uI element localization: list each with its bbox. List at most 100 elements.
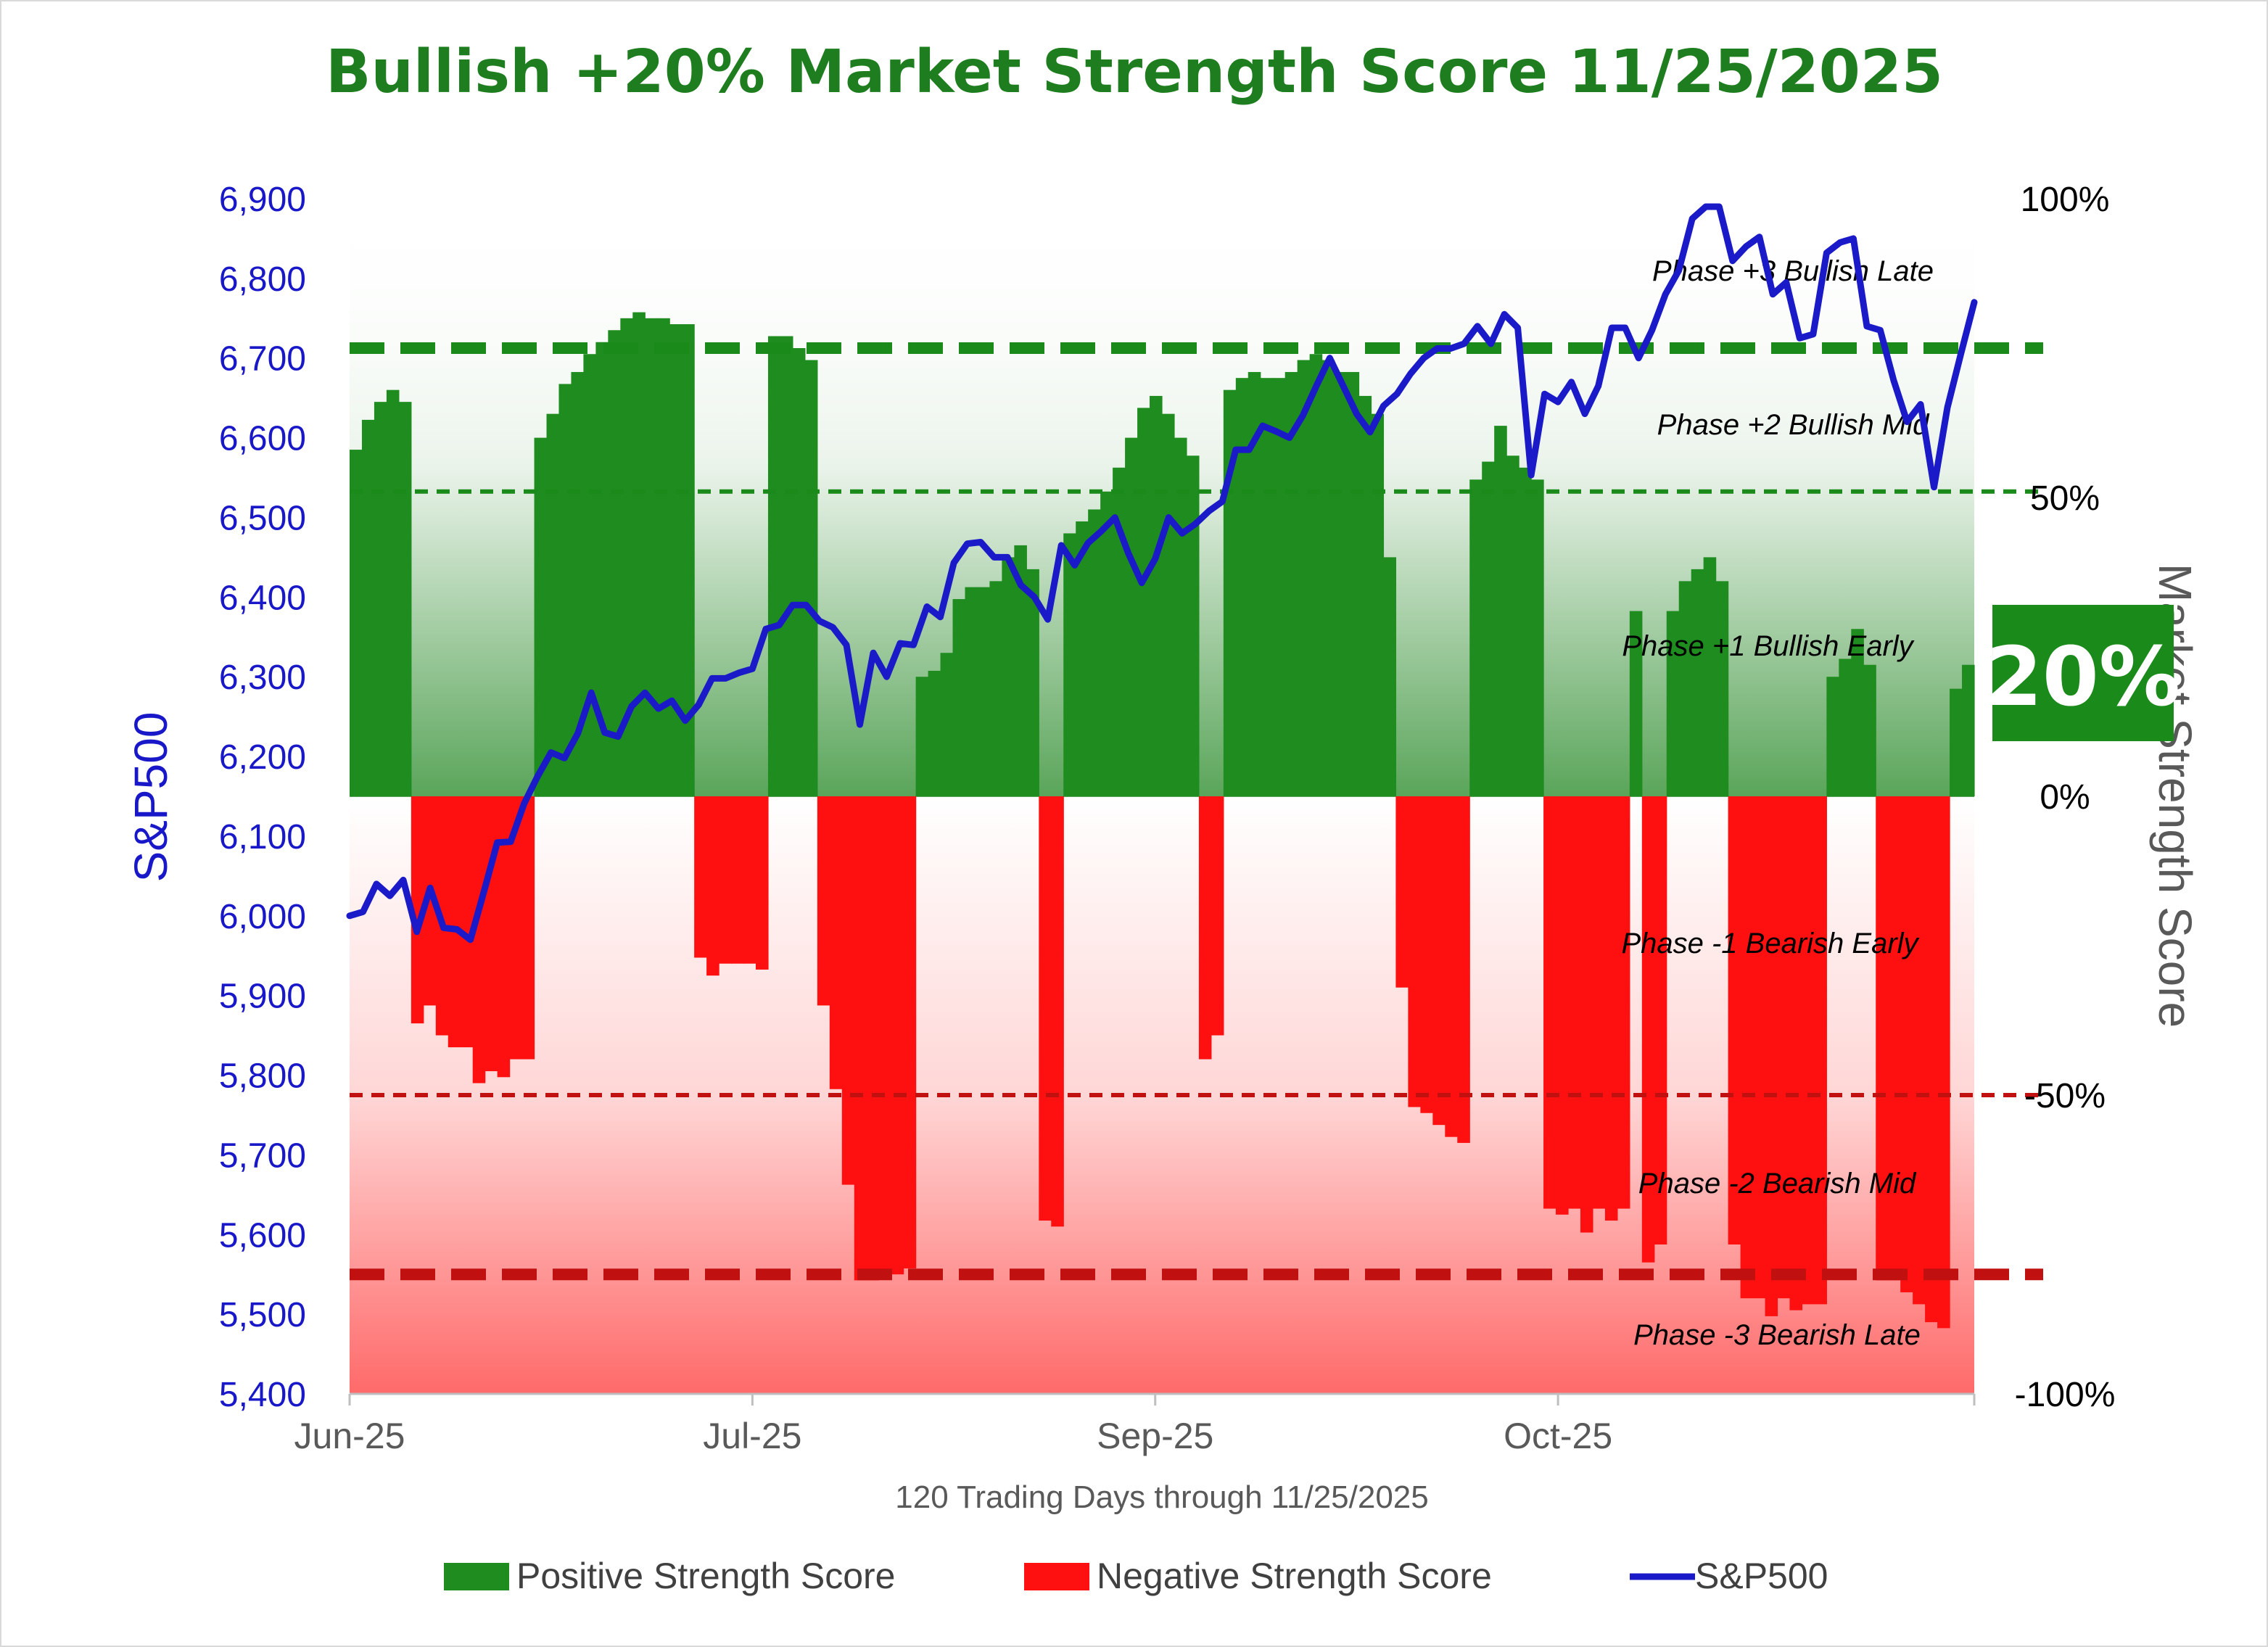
negative-score-bar	[1876, 796, 1889, 1281]
positive-score-bar	[1482, 461, 1495, 796]
negative-score-bar	[1617, 796, 1630, 1209]
phase-label-plus1: Phase +1 Bullish Early	[1622, 630, 1915, 662]
negative-score-bar	[1814, 796, 1827, 1305]
negative-score-bar	[1198, 796, 1212, 1060]
positive-score-bar	[398, 402, 412, 796]
legend-swatch-positive	[444, 1563, 509, 1590]
right-axis-tick: -100%	[2015, 1376, 2116, 1414]
left-axis-tick: 6,700	[219, 340, 306, 379]
negative-score-bar	[1802, 796, 1815, 1305]
positive-score-bar	[1272, 378, 1286, 796]
x-axis-tick: Jul-25	[703, 1416, 801, 1456]
positive-score-bar	[977, 587, 991, 796]
negative-score-bar	[1457, 796, 1470, 1143]
negative-score-bar	[1937, 796, 1950, 1329]
legend-label-sp500: S&P500	[1695, 1556, 1828, 1596]
right-axis-tick: 100%	[2021, 181, 2110, 219]
negative-score-bar	[1051, 796, 1064, 1227]
positive-score-bar	[1113, 467, 1126, 796]
negative-score-bar	[1728, 796, 1741, 1244]
x-axis-tick: Sep-25	[1097, 1416, 1213, 1456]
positive-score-bar	[1839, 659, 1852, 796]
negative-score-bar	[1789, 796, 1803, 1310]
positive-score-bar	[965, 587, 978, 796]
positive-score-bar	[1506, 455, 1519, 796]
negative-score-bar	[1777, 796, 1791, 1299]
positive-score-bar	[1248, 371, 1261, 796]
legend-swatch-negative	[1024, 1563, 1089, 1590]
phase-label-plus3: Phase +3 Bullish Late	[1652, 255, 1934, 287]
negative-score-bar	[1740, 796, 1754, 1299]
left-axis-tick: 5,500	[219, 1296, 306, 1334]
negative-score-bar	[1543, 796, 1556, 1209]
positive-score-bar	[1371, 413, 1385, 796]
positive-score-bar	[682, 324, 695, 796]
x-axis-tick: Jun-25	[294, 1416, 405, 1456]
negative-score-bar	[706, 796, 719, 976]
left-axis-tick: 5,800	[219, 1057, 306, 1096]
negative-score-bar	[756, 796, 769, 970]
positive-score-bar	[1346, 371, 1360, 796]
negative-score-bar	[411, 796, 424, 1024]
positive-score-bar	[940, 653, 954, 796]
negative-score-bar	[891, 796, 904, 1275]
positive-score-bar	[1088, 509, 1101, 796]
negative-score-bar	[1556, 796, 1569, 1215]
negative-score-bar	[1568, 796, 1581, 1209]
positive-score-bar	[657, 318, 670, 796]
negative-score-bar	[829, 796, 843, 1089]
positive-score-bar	[1150, 395, 1163, 796]
negative-score-bar	[1888, 796, 1901, 1281]
left-axis-tick: 5,900	[219, 978, 306, 1016]
positive-score-bar	[1383, 557, 1397, 796]
negative-score-bar	[719, 796, 732, 964]
negative-score-bar	[1445, 796, 1458, 1137]
positive-score-bar	[1950, 688, 1963, 796]
left-axis-tick: 6,600	[219, 420, 306, 458]
negative-score-bar	[472, 796, 486, 1083]
positive-score-bar	[1321, 360, 1335, 797]
negative-score-bar	[854, 796, 867, 1281]
left-axis-ticks: 6,900 6,800 6,700 6,600 6,500 6,400 6,300 6,200…	[219, 181, 306, 1414]
negative-score-bar	[866, 796, 880, 1281]
negative-score-bar	[1211, 796, 1224, 1036]
phase-label-minus2: Phase -2 Bearish Mid	[1638, 1168, 1917, 1200]
phase-threshold-lines	[350, 342, 2043, 1281]
left-axis-tick: 6,900	[219, 181, 306, 219]
positive-score-bar	[1235, 378, 1249, 796]
right-axis-tick: 0%	[2040, 778, 2090, 817]
positive-score-bar	[1260, 378, 1274, 796]
left-axis-tick: 6,800	[219, 260, 306, 299]
positive-score-bar	[632, 312, 646, 796]
positive-score-bar	[804, 360, 818, 797]
positive-score-bar	[620, 318, 633, 796]
positive-score-bar	[571, 371, 585, 796]
positive-score-bar	[583, 354, 596, 796]
positive-score-bar	[1002, 557, 1015, 796]
left-axis-tick: 5,400	[219, 1376, 306, 1414]
positive-score-bar	[1691, 569, 1704, 796]
positive-score-bar	[1297, 360, 1311, 797]
positive-score-bar	[1715, 581, 1729, 796]
positive-score-bar	[386, 389, 400, 796]
sp500-line	[346, 203, 1978, 944]
positive-score-bar	[645, 318, 658, 796]
negative-score-bar	[743, 796, 756, 964]
positive-score-bar	[1076, 521, 1089, 796]
positive-score-bar	[546, 413, 560, 796]
positive-score-bar	[1703, 557, 1717, 796]
negative-score-bar	[1604, 796, 1618, 1221]
negative-score-bar	[841, 796, 855, 1185]
x-axis-label: 120 Trading Days through 11/25/2025	[895, 1479, 1429, 1515]
score-badge	[1992, 605, 2174, 741]
positive-score-bar	[350, 450, 363, 796]
positive-score-bar	[595, 342, 609, 796]
x-axis-tick: Oct-25	[1504, 1416, 1612, 1456]
right-axis-ticks: 100% 50% 0% -50% -100%	[2015, 181, 2116, 1414]
positive-score-bar	[767, 336, 781, 796]
negative-score-bar	[817, 796, 830, 1006]
left-axis-tick: 6,100	[219, 818, 306, 856]
left-axis-tick: 6,400	[219, 579, 306, 617]
positive-score-bar	[1494, 426, 1507, 796]
